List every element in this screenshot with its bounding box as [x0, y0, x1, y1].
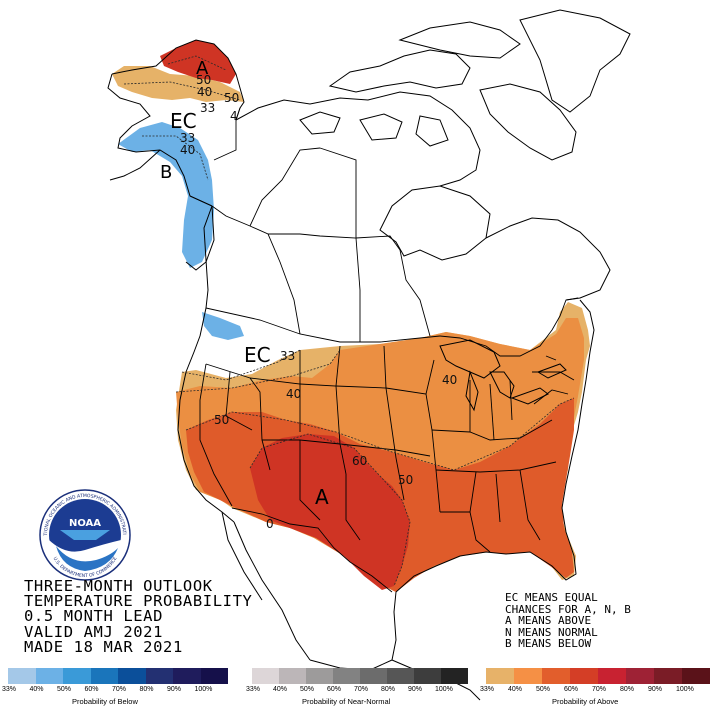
- normal-scale-tick: 60%: [327, 686, 342, 693]
- below-label-alaska: B: [160, 162, 172, 183]
- contour-label: 40: [442, 373, 457, 387]
- normal-scale-tick: 80%: [381, 686, 396, 693]
- normal-scale-swatch: [387, 668, 414, 684]
- contour-label: 40: [197, 85, 212, 99]
- above-label-alaska: A: [196, 58, 209, 79]
- ec-label-alaska: EC: [170, 109, 197, 133]
- contour-label: 33: [180, 131, 195, 145]
- below-scale-swatch: [145, 668, 173, 684]
- above-scale-swatch: [654, 668, 682, 684]
- normal-scale-swatch: [414, 668, 441, 684]
- below-scale-tick: 33%: [2, 686, 17, 693]
- below-scale-tick: 60%: [84, 686, 99, 693]
- above-label-conus: A: [315, 485, 329, 509]
- below-scale-swatch: [63, 668, 91, 684]
- svg-text:NATIONAL OCEANIC AND ATMOSPHER: NATIONAL OCEANIC AND ATMOSPHERIC ADMINIS…: [0, 0, 127, 537]
- below-scale-swatch: [90, 668, 118, 684]
- contour-label: 33: [200, 101, 215, 115]
- title-line: VALID AMJ 2021: [24, 622, 164, 641]
- normal-scale-swatch: [252, 668, 279, 684]
- above-scale-swatch: [542, 668, 570, 684]
- title-line: TEMPERATURE PROBABILITY: [24, 592, 253, 611]
- above-scale-swatch: [598, 668, 626, 684]
- contour-label: 50: [398, 473, 413, 487]
- below-color-scale: [8, 668, 228, 684]
- below-scale-tick: 40%: [29, 686, 44, 693]
- contour-label: 50: [224, 91, 239, 105]
- coastlines: [107, 9, 631, 701]
- normal-scale-tick: 70%: [354, 686, 369, 693]
- contour-label: 40: [180, 143, 195, 157]
- above-scale-swatch: [486, 668, 514, 684]
- normal-scale-tick: 40%: [273, 686, 288, 693]
- legend-line: B MEANS BELOW: [505, 637, 592, 651]
- above-scale-swatch: [570, 668, 598, 684]
- below-scale-swatch: [118, 668, 146, 684]
- below-scale-swatch: [8, 668, 36, 684]
- normal-scale-tick: 100%: [435, 686, 453, 693]
- alaska-below-region: [118, 122, 244, 340]
- above-scale-swatch: [682, 668, 710, 684]
- below-scale-title: Probability of Below: [72, 697, 138, 706]
- below-scale-tick: 50%: [57, 686, 72, 693]
- normal-scale-swatch: [441, 668, 468, 684]
- above-scale-tick: 50%: [536, 686, 551, 693]
- above-scale-tick: 40%: [508, 686, 523, 693]
- above-scale-tick: 90%: [648, 686, 663, 693]
- contour-label: 50: [196, 73, 211, 87]
- normal-color-scale: [252, 668, 468, 684]
- boundaries: [189, 107, 579, 593]
- below-scale-tick: 70%: [112, 686, 127, 693]
- legend-line: A MEANS ABOVE: [505, 614, 592, 628]
- legend-line: EC MEANS EQUAL: [505, 591, 598, 604]
- normal-scale-title: Probability of Near-Normal: [302, 697, 391, 706]
- title-line: 0.5 MONTH LEAD: [24, 607, 164, 626]
- category-legend: EC MEANS EQUAL CHANCES FOR A, N, B A MEA…: [505, 592, 631, 650]
- normal-scale-swatch: [360, 668, 387, 684]
- ec-label-conus: EC: [244, 343, 271, 367]
- legend-line: N MEANS NORMAL: [505, 625, 598, 639]
- contour-label: 0: [266, 517, 274, 531]
- above-scale-swatch: [626, 668, 654, 684]
- above-scale-tick: 80%: [620, 686, 635, 693]
- above-scale-tick: 70%: [592, 686, 607, 693]
- noaa-logo: NOAA NATIONAL OCEANIC AND ATMOSPHERIC AD…: [0, 0, 131, 581]
- above-60-region: [250, 434, 410, 590]
- below-scale-tick: 100%: [194, 686, 213, 693]
- contours: [123, 55, 575, 587]
- contour-label: 40: [286, 387, 301, 401]
- logo-ring-top: NATIONAL OCEANIC AND ATMOSPHERIC ADMINIS…: [0, 0, 127, 537]
- normal-scale-tick: 90%: [408, 686, 423, 693]
- below-scale-swatch: [173, 668, 201, 684]
- above-scale-tick: 33%: [480, 686, 495, 693]
- below-scale-tick: 80%: [139, 686, 154, 693]
- title-line: MADE 18 MAR 2021: [24, 637, 183, 656]
- contour-label: 33: [280, 349, 295, 363]
- title-line: THREE-MONTH OUTLOOK: [24, 577, 213, 595]
- noaa-logo-text: NOAA: [69, 518, 101, 529]
- below-scale-tick: 90%: [167, 686, 182, 693]
- contour-label: 50: [214, 413, 229, 427]
- above-scale-tick: 60%: [564, 686, 579, 693]
- below-scale-swatch: [200, 668, 228, 684]
- normal-scale-tick: 50%: [300, 686, 315, 693]
- above-scale-title: Probability of Above: [552, 697, 619, 706]
- normal-scale-swatch: [306, 668, 333, 684]
- normal-scale-swatch: [279, 668, 306, 684]
- below-scale-swatch: [35, 668, 63, 684]
- contour-label: 4: [230, 109, 238, 123]
- normal-scale-swatch: [333, 668, 360, 684]
- above-scale-tick: 100%: [676, 686, 694, 693]
- normal-scale-tick: 33%: [246, 686, 261, 693]
- outlook-title-block: THREE-MONTH OUTLOOK TEMPERATURE PROBABIL…: [24, 577, 253, 656]
- contour-label: 60: [352, 454, 367, 468]
- above-scale-swatch: [514, 668, 542, 684]
- legend-line: CHANCES FOR A, N, B: [505, 602, 631, 616]
- above-color-scale: [486, 668, 710, 684]
